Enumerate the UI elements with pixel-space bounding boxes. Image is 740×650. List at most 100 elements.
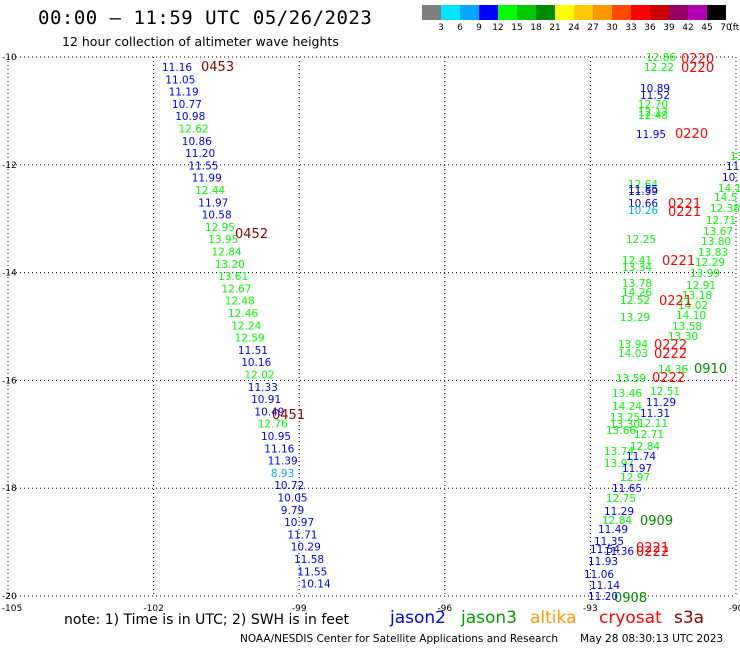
wave-height-label: 12.52	[620, 295, 650, 307]
colorbar-label: 21	[549, 23, 561, 33]
wave-height-label: 11.31	[640, 408, 670, 420]
wave-height-label: 11.99	[192, 173, 222, 185]
wave-height-label: 13	[730, 151, 740, 163]
time-label-cryosat: 0220	[675, 127, 708, 142]
wave-height-label: 12.86	[646, 52, 676, 64]
wave-height-label: 10.95	[261, 431, 291, 443]
wave-height-label: 12.71	[634, 429, 664, 441]
wave-height-label: 10.05	[278, 493, 308, 505]
y-tick-label: -10	[2, 53, 17, 63]
colorbar-label: 12	[492, 23, 504, 33]
wave-height-label: 14.1	[718, 183, 740, 195]
wave-height-label: 12.84	[602, 515, 632, 527]
wave-height-label: 11.58	[294, 554, 324, 566]
wave-height-label: 14.26	[622, 287, 652, 299]
wave-height-label: 12.11	[638, 418, 668, 430]
x-tick-label: -105	[2, 604, 22, 614]
colorbar-label: 3	[438, 23, 444, 33]
wave-height-label: 12.75	[606, 493, 636, 505]
wave-height-label: 11.20	[588, 591, 618, 603]
y-tick-label: -16	[2, 376, 17, 386]
wave-height-label: 11.93	[588, 556, 618, 568]
wave-height-label: 11.19	[169, 87, 199, 99]
wave-height-label: 11.35	[594, 536, 624, 548]
wave-height-label: 12.71	[706, 215, 736, 227]
wave-height-label: 14.24	[612, 401, 642, 413]
wave-height-label: 12.24	[231, 320, 261, 332]
wave-height-label: 12.84	[630, 441, 660, 453]
wave-height-label: 11.14	[590, 580, 620, 592]
colorbar-label: 70	[720, 23, 732, 33]
time-label-s3a: 0452	[235, 227, 268, 242]
x-tick-label: -99	[292, 604, 307, 614]
colorbar-label: 6	[457, 23, 463, 33]
wave-height-label: 9.79	[281, 505, 304, 517]
wave-height-label: 14.10	[676, 310, 706, 322]
wave-height-label: 12.95	[205, 222, 235, 234]
wave-height-label: 13.74	[604, 446, 634, 458]
wave-height-label: 12.62	[179, 124, 209, 136]
colorbar-label: 24	[568, 23, 580, 33]
wave-height-label: 11.65	[612, 483, 642, 495]
colorbar-label: 42	[682, 23, 694, 33]
wave-height-label: 10.98	[175, 111, 205, 123]
legend-jason2: jason2	[390, 608, 446, 628]
wave-height-label: 12.76	[258, 419, 288, 431]
wave-height-label: 13.83	[698, 247, 728, 259]
y-tick-label: -20	[2, 592, 17, 602]
time-label-jason3: 0908	[614, 591, 647, 606]
wave-height-label: 11.97	[622, 463, 652, 475]
time-label-cryosat: 0221	[668, 205, 701, 220]
wave-height-label: 13.59	[616, 373, 646, 385]
wave-height-label: 12.38	[710, 203, 740, 215]
time-label-cryosat: 0222	[654, 338, 687, 353]
wave-height-label: 10.16	[241, 357, 271, 369]
wave-height-label: 13.78	[622, 278, 652, 290]
wave-height-label: 13.30	[610, 419, 640, 431]
wave-height-label: 12.41	[622, 255, 652, 267]
wave-height-label: 11.55	[297, 566, 327, 578]
x-tick-label: -96	[437, 604, 452, 614]
wave-height-label: 12.84	[212, 247, 242, 259]
credit-text: NOAA/NESDIS Center for Satellite Applica…	[240, 633, 558, 645]
timestamp-text: May 28 08:30:13 UTC 2023	[580, 633, 724, 645]
wave-height-label: 10.58	[202, 210, 232, 222]
wave-height-label: 11.51	[238, 345, 268, 357]
time-label-s3a: 0453	[201, 60, 234, 75]
colorbar-label: 18	[530, 23, 542, 33]
colorbar-label: 27	[587, 23, 599, 33]
wave-height-label: 12.17	[638, 107, 668, 119]
wave-height-label: 13.80	[701, 236, 731, 248]
wave-height-label: 12.48	[638, 110, 668, 122]
wave-height-label: 11.05	[165, 74, 195, 86]
wave-height-label: 13.29	[620, 312, 650, 324]
wave-height-label: 11.39	[268, 456, 298, 468]
time-label-cryosat: 0221	[668, 197, 701, 212]
wave-height-label: 12.22	[644, 62, 674, 74]
colorbar-swatch	[707, 5, 727, 20]
wave-height-label: 11.52	[640, 90, 670, 102]
wave-height-label: 13.30	[668, 331, 698, 343]
wave-height-label: 12.97	[620, 472, 650, 484]
wave-height-label: 10.97	[284, 517, 314, 529]
y-tick-label: -12	[2, 161, 17, 171]
wave-height-label: 12.59	[235, 333, 265, 345]
time-label-jason3: 0910	[694, 362, 727, 377]
wave-height-label: 11.71	[287, 529, 317, 541]
wave-height-label: 11.59	[628, 186, 658, 198]
footer-note: note: 1) Time is in UTC; 2) SWH is in fe…	[64, 612, 350, 628]
wave-height-label: 11	[726, 161, 739, 173]
x-tick-label: -90	[729, 604, 740, 614]
wave-height-label: 14.5	[714, 192, 737, 204]
wave-height-label: 11.49	[598, 524, 628, 536]
wave-height-label: 10.26	[628, 205, 658, 217]
colorbar-label: 36	[644, 23, 656, 33]
wave-height-label: 11.97	[198, 197, 228, 209]
wave-height-label: 11.74	[626, 451, 656, 463]
wave-height-label: 12.64	[628, 179, 658, 191]
wave-height-label: 13.46	[612, 388, 642, 400]
legend-altika: altika	[530, 608, 577, 628]
time-label-cryosat: 0222	[652, 371, 685, 386]
time-label-cryosat: 0221	[659, 294, 692, 309]
